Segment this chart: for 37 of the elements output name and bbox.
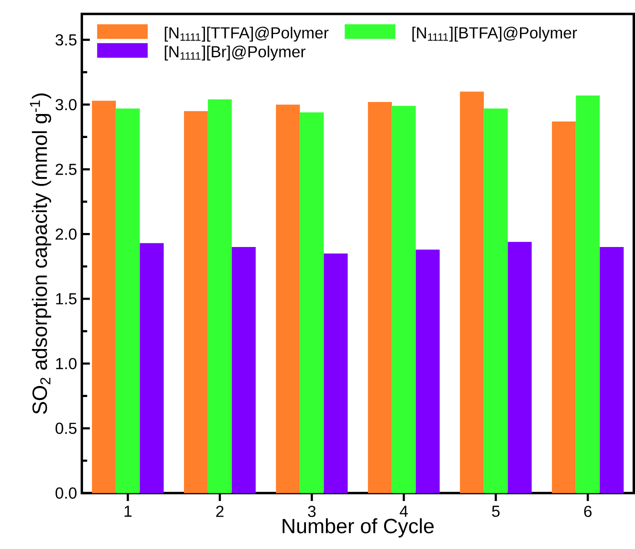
y-axis-title: SO$_{2}$ adsorption capacity (mmol g$^{-1}$) (30, 94, 52, 414)
bar (368, 102, 392, 494)
legend-label: [N$_{1111}$][Br]@Polymer (164, 46, 306, 61)
y-tick-label: 0.5 (56, 422, 76, 434)
x-tick-label: 6 (584, 506, 592, 518)
x-tick-label: 4 (400, 506, 408, 517)
legend-label: [N$_{1111}$][BTFA]@Polymer (412, 26, 577, 42)
y-tick-label: 3.5 (56, 34, 76, 46)
x-tick-label: 1 (124, 506, 132, 517)
bar (300, 112, 324, 494)
bar (484, 108, 508, 494)
bar (508, 242, 532, 494)
x-axis-title: Number of Cycle (282, 518, 434, 538)
x-tick-label: 3 (308, 506, 316, 518)
y-tick-label: 1.0 (56, 358, 77, 370)
bar (92, 100, 116, 494)
y-tick-label: 0.0 (56, 487, 77, 499)
bar (116, 108, 140, 494)
bar (552, 121, 576, 494)
bar (600, 247, 624, 494)
bar (208, 99, 232, 494)
bar (576, 96, 600, 494)
bar (324, 254, 348, 494)
bar (416, 250, 440, 494)
y-tick-label: 2.0 (56, 228, 77, 240)
legend-label: [N$_{1111}$][TTFA]@Polymer (164, 26, 329, 42)
y-tick-label: 3.0 (56, 98, 77, 110)
y-tick-label: 1.5 (56, 293, 76, 304)
bar (232, 247, 256, 494)
bar (460, 92, 484, 494)
bar (276, 104, 300, 494)
x-tick-label: 2 (216, 506, 224, 517)
bar (140, 243, 164, 494)
bar (184, 111, 208, 494)
x-tick-label: 5 (492, 506, 500, 517)
y-tick-label: 2.5 (56, 164, 76, 176)
bar (392, 106, 416, 494)
